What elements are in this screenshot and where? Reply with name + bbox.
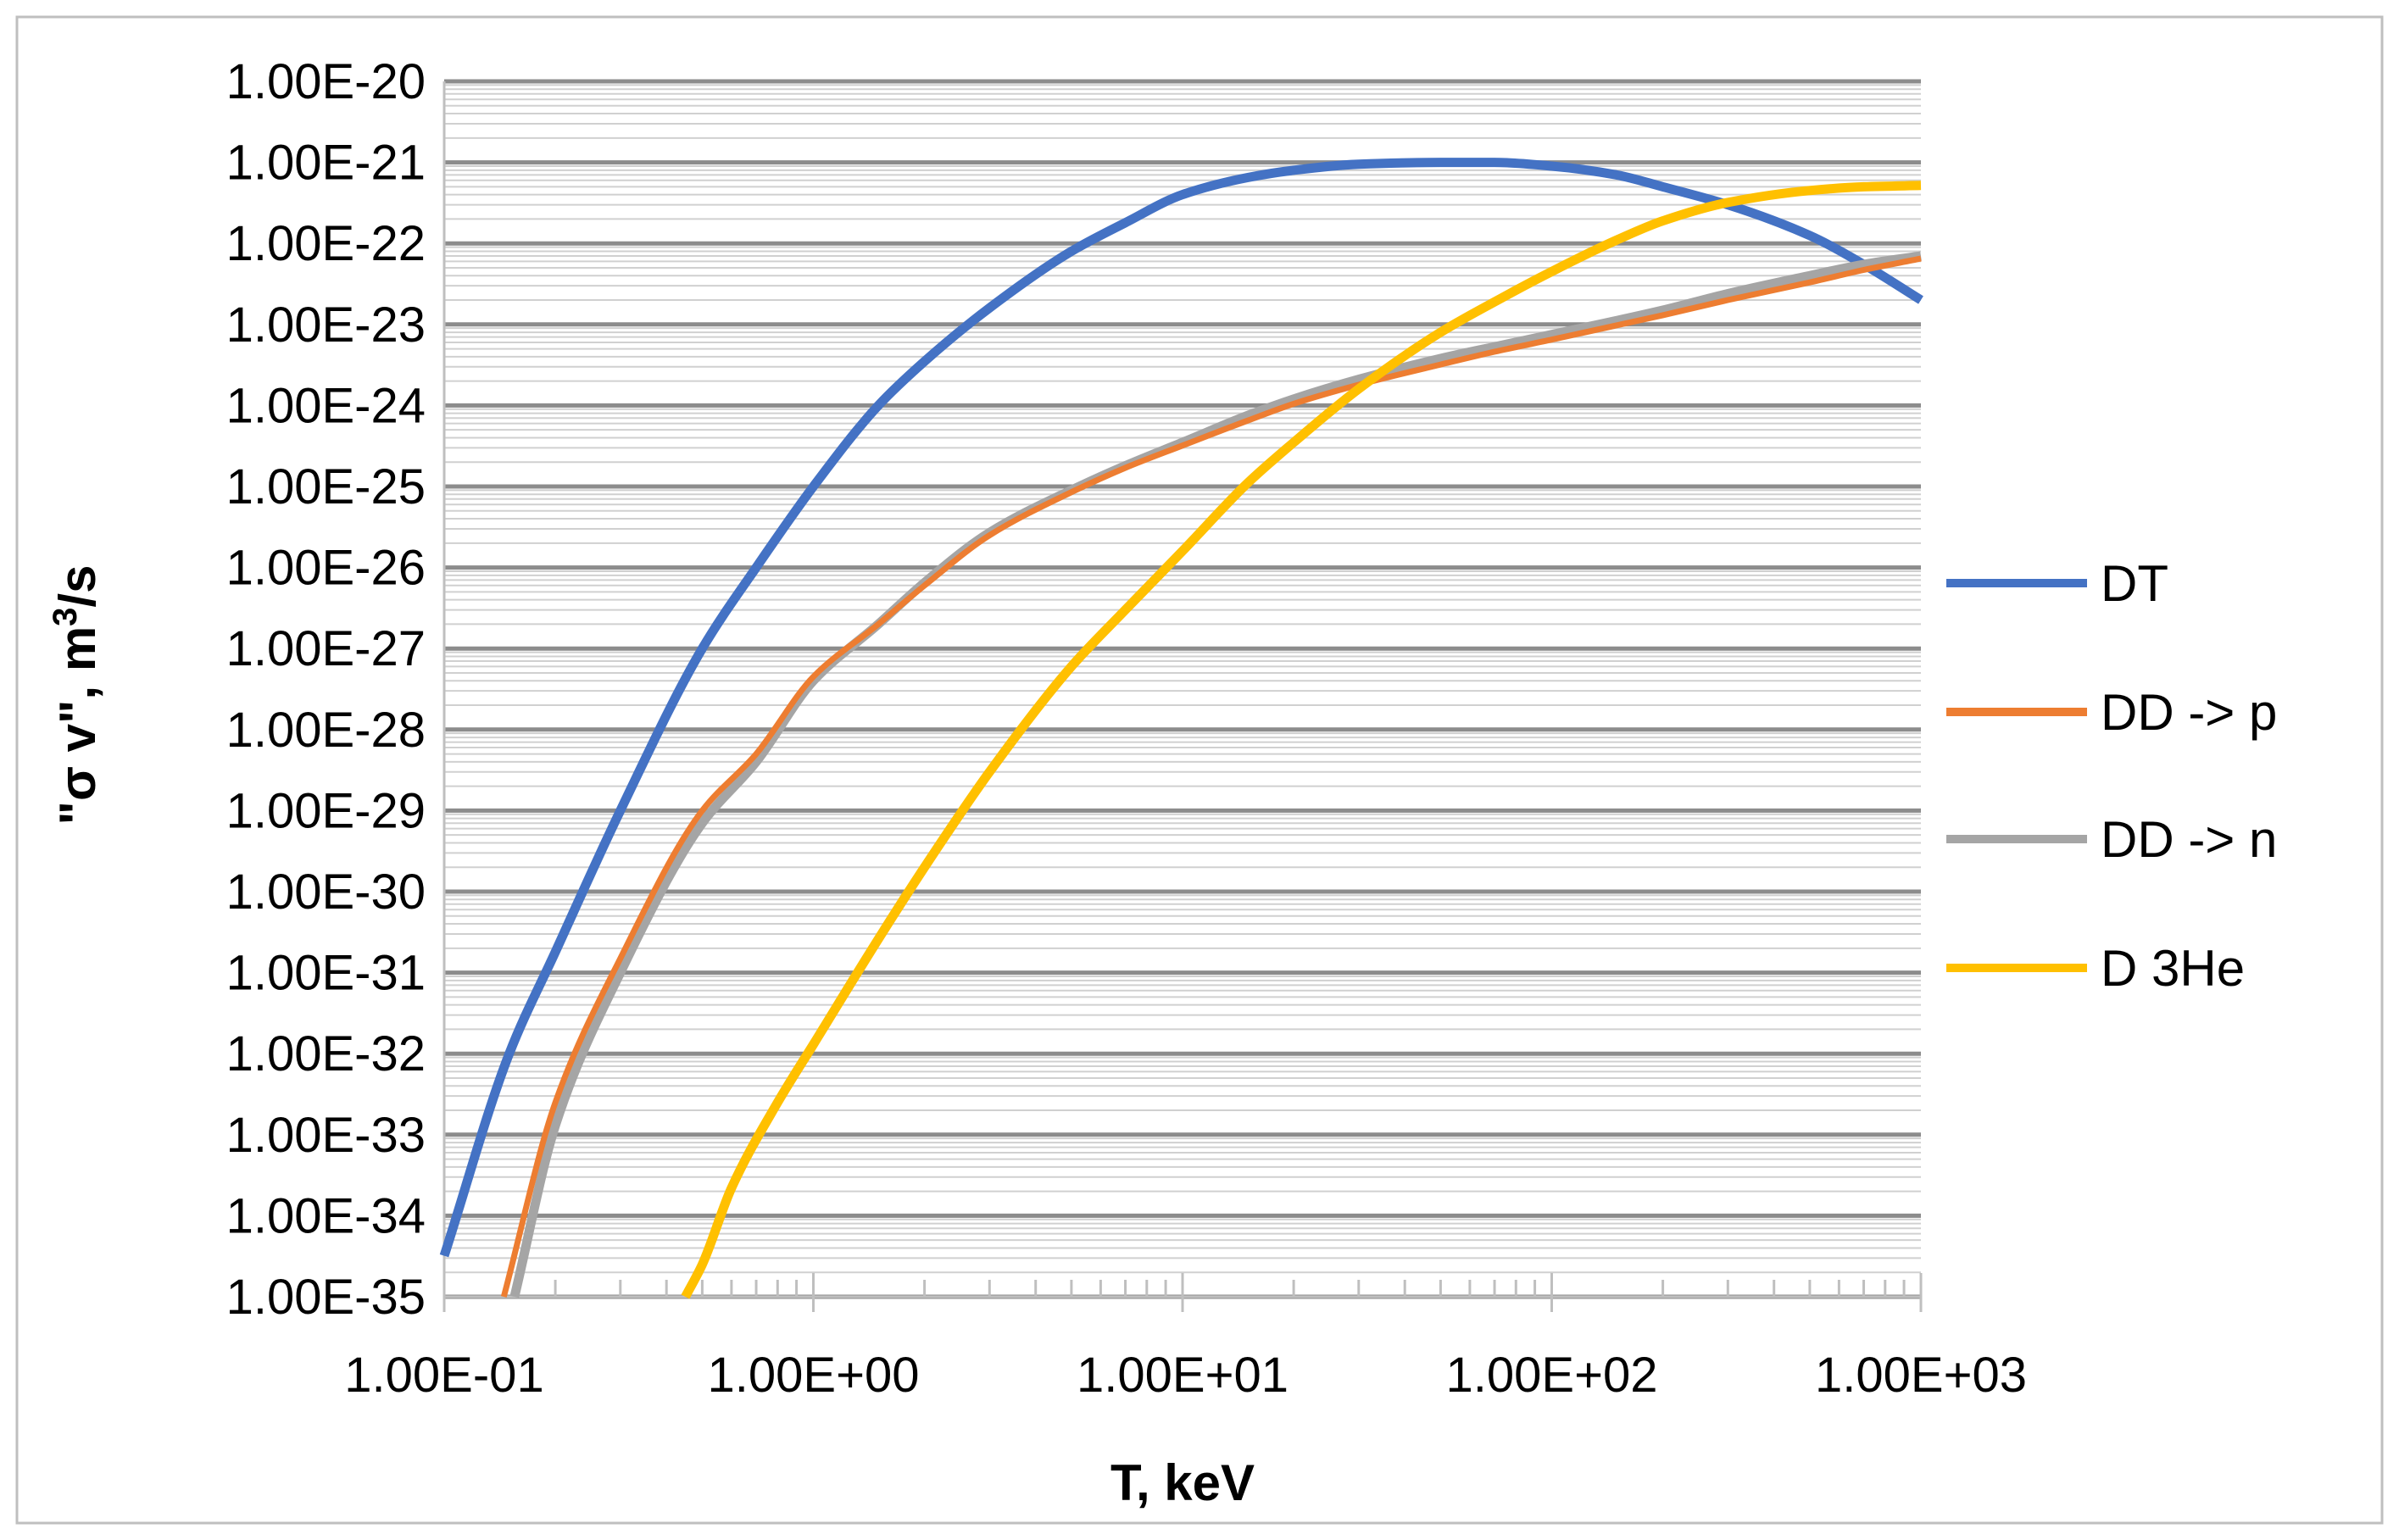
x-tick-labels: 1.00E-01 1.00E+00 1.00E+01 1.00E+02 1.00E+03 bbox=[344, 1348, 2027, 1403]
axes bbox=[443, 81, 1923, 1312]
y-tick-label: 1.00E-30 bbox=[226, 865, 426, 920]
series-line-dd-p bbox=[500, 255, 1922, 1298]
y-tick-label: 1.00E-24 bbox=[226, 378, 426, 433]
y-axis-title-sup: 3 bbox=[47, 608, 84, 626]
y-axis-title-main: "σ v", m bbox=[49, 626, 106, 826]
y-tick-label: 1.00E-34 bbox=[226, 1188, 426, 1243]
y-tick-label: 1.00E-22 bbox=[226, 216, 426, 271]
x-tick-label: 1.00E+02 bbox=[1446, 1348, 1658, 1403]
y-tick-label: 1.00E-20 bbox=[226, 54, 426, 109]
y-tick-label: 1.00E-26 bbox=[226, 541, 426, 596]
y-tick-label: 1.00E-27 bbox=[226, 621, 426, 676]
legend-label-d-3he: D 3He bbox=[2101, 940, 2245, 997]
y-tick-label: 1.00E-25 bbox=[226, 459, 426, 514]
major-gridlines bbox=[444, 79, 1921, 1299]
legend-label-dd-n: DD -> n bbox=[2101, 811, 2277, 868]
x-tick-label: 1.00E-01 bbox=[344, 1348, 543, 1403]
series-layer bbox=[439, 158, 1923, 1299]
y-tick-label: 1.00E-32 bbox=[226, 1026, 426, 1081]
x-tick-label: 1.00E+00 bbox=[708, 1348, 920, 1403]
y-tick-label: 1.00E-23 bbox=[226, 297, 426, 353]
y-tick-label: 1.00E-28 bbox=[226, 703, 426, 758]
legend-label-dd-p: DD -> p bbox=[2101, 684, 2277, 741]
y-axis-title: "σ v", m3/s bbox=[47, 565, 106, 826]
y-tick-label: 1.00E-21 bbox=[226, 136, 426, 191]
legend: DT DD -> p DD -> n D 3He bbox=[1946, 555, 2277, 997]
x-tick-label: 1.00E+01 bbox=[1077, 1348, 1289, 1403]
x-axis-title: T, keV bbox=[1110, 1454, 1255, 1511]
x-tick-label: 1.00E+03 bbox=[1815, 1348, 2027, 1403]
y-axis-title-tail: /s bbox=[49, 565, 106, 608]
minor-gridlines bbox=[444, 84, 1921, 1274]
y-tick-label: 1.00E-35 bbox=[226, 1270, 426, 1325]
y-tick-labels: 1.00E-20 1.00E-21 1.00E-22 1.00E-23 1.00E-24… bbox=[226, 54, 426, 1325]
series-line-dt bbox=[439, 158, 1923, 1258]
series-line-d-3he bbox=[681, 181, 1922, 1299]
y-tick-label: 1.00E-33 bbox=[226, 1108, 426, 1163]
y-tick-label: 1.00E-29 bbox=[226, 783, 426, 838]
y-tick-label: 1.00E-31 bbox=[226, 946, 426, 1001]
legend-label-dt: DT bbox=[2101, 555, 2168, 612]
chart-border bbox=[15, 15, 2384, 1525]
